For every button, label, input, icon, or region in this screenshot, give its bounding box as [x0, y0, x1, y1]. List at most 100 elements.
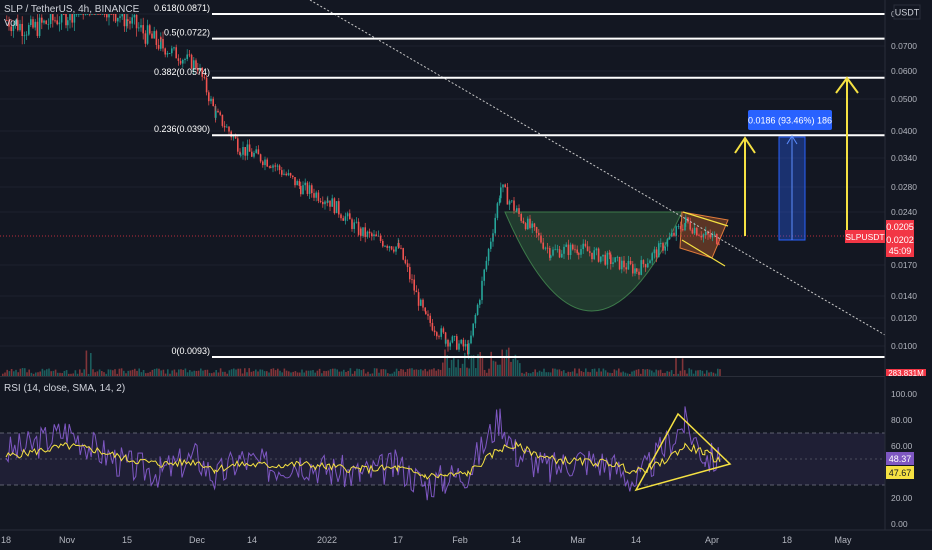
volume-bar [310, 370, 312, 376]
target-arrow-2[interactable] [835, 76, 859, 236]
candle-body [49, 14, 52, 25]
trendline[interactable] [309, 0, 886, 336]
volume-bar [263, 371, 266, 376]
candle-body [447, 339, 449, 347]
candle-body [257, 149, 260, 155]
volume-bar [219, 368, 222, 376]
time-tick-label: 14 [511, 535, 521, 545]
volume-bar [554, 368, 556, 376]
volume-bar [149, 371, 151, 376]
volume-bar [512, 358, 514, 376]
volume-bar [338, 371, 341, 376]
volume-bar [2, 373, 4, 376]
time-tick-label: 17 [393, 535, 403, 545]
volume-bar [230, 369, 233, 376]
candle-body [119, 16, 121, 18]
candle-body [89, 14, 91, 15]
candle-body [707, 231, 709, 235]
volume-bar [541, 371, 543, 376]
candle-body [287, 173, 290, 176]
candle-body [135, 14, 138, 29]
volume-bar [437, 369, 440, 376]
volume-bar [6, 369, 8, 376]
time-tick-label: Apr [705, 535, 719, 545]
price-tick-label: 0.0500 [891, 94, 917, 104]
candle-body [117, 17, 119, 22]
volume-bar [552, 368, 554, 376]
price-tick-label: 0.0400 [891, 126, 917, 136]
candle-body [327, 200, 329, 203]
volume-bar [398, 371, 400, 376]
volume-bar [563, 370, 565, 376]
time-axis[interactable] [0, 530, 932, 550]
candle-body [411, 279, 413, 281]
volume-bar [345, 372, 347, 376]
volume-bar [635, 369, 638, 376]
volume-bar [98, 369, 101, 376]
candle-body [618, 256, 621, 270]
candle-body [168, 53, 171, 54]
candle-body [91, 14, 93, 15]
volume-bar [703, 373, 706, 376]
volume-bar [538, 370, 541, 376]
volume-header[interactable]: Vol [4, 18, 18, 29]
last-price-tag [886, 220, 914, 233]
candle-body [556, 249, 559, 251]
volume-bar [109, 369, 112, 376]
candle-body [95, 14, 97, 15]
volume-bar [677, 373, 679, 376]
target-arrow-1[interactable] [734, 136, 756, 236]
candle-body [294, 177, 296, 186]
volume-bar [202, 370, 204, 376]
candle-body [179, 60, 182, 64]
rsi-triangle[interactable] [634, 412, 732, 492]
current-price-tag [886, 233, 914, 257]
candle-body [175, 47, 177, 59]
candle-body [63, 14, 65, 15]
candle-body [296, 181, 298, 186]
candle-body [696, 227, 698, 236]
volume-bar [475, 368, 477, 376]
volume-bar [103, 372, 105, 376]
candle-body [406, 263, 409, 268]
volume-bar [587, 371, 589, 376]
candle-body [114, 14, 117, 22]
price-axis[interactable] [885, 0, 932, 530]
rsi-header[interactable]: RSI (14, close, SMA, 14, 2) [4, 383, 126, 394]
candle-body [212, 98, 214, 107]
volume-bar [695, 370, 697, 376]
volume-bar [400, 368, 402, 376]
price-unit: USDT [895, 8, 920, 18]
volume-bar [118, 368, 121, 376]
volume-bar [349, 368, 352, 376]
volume-bar [332, 368, 334, 376]
volume-bar [602, 368, 605, 376]
handle-upper-line[interactable] [682, 211, 729, 227]
fibonacci-retracement[interactable]: 0.618(0.0871) 0.5(0.0722) 0.382(0.0574) 0.2… [154, 3, 885, 358]
candle-body [266, 159, 268, 167]
candle-body [34, 21, 36, 28]
volume-bar [186, 372, 189, 376]
candle-body [415, 290, 418, 293]
volume-bar [690, 369, 693, 376]
volume-bar [281, 372, 283, 376]
volume-bar [239, 368, 242, 376]
fib-level-label: 0.382(0.0574) [154, 67, 210, 77]
candle-body [123, 14, 126, 27]
symbol-header[interactable]: SLP / TetherUS, 4h, BINANCE [4, 4, 140, 15]
fib-level-label: 0.618(0.0871) [154, 3, 210, 13]
candle-body [682, 229, 684, 231]
handle-lower-line[interactable] [681, 239, 726, 267]
candle-body [713, 233, 716, 235]
price-tick-label: 0.0100 [891, 341, 917, 351]
volume-bar [428, 369, 431, 376]
candle-body [550, 255, 552, 258]
symbol-tag-box [845, 230, 885, 243]
candle-body [531, 223, 533, 228]
candle-body [313, 193, 315, 198]
volume-bar [224, 371, 226, 376]
volume-bar [250, 371, 253, 376]
rsi-tick-label: 0.00 [891, 519, 908, 529]
